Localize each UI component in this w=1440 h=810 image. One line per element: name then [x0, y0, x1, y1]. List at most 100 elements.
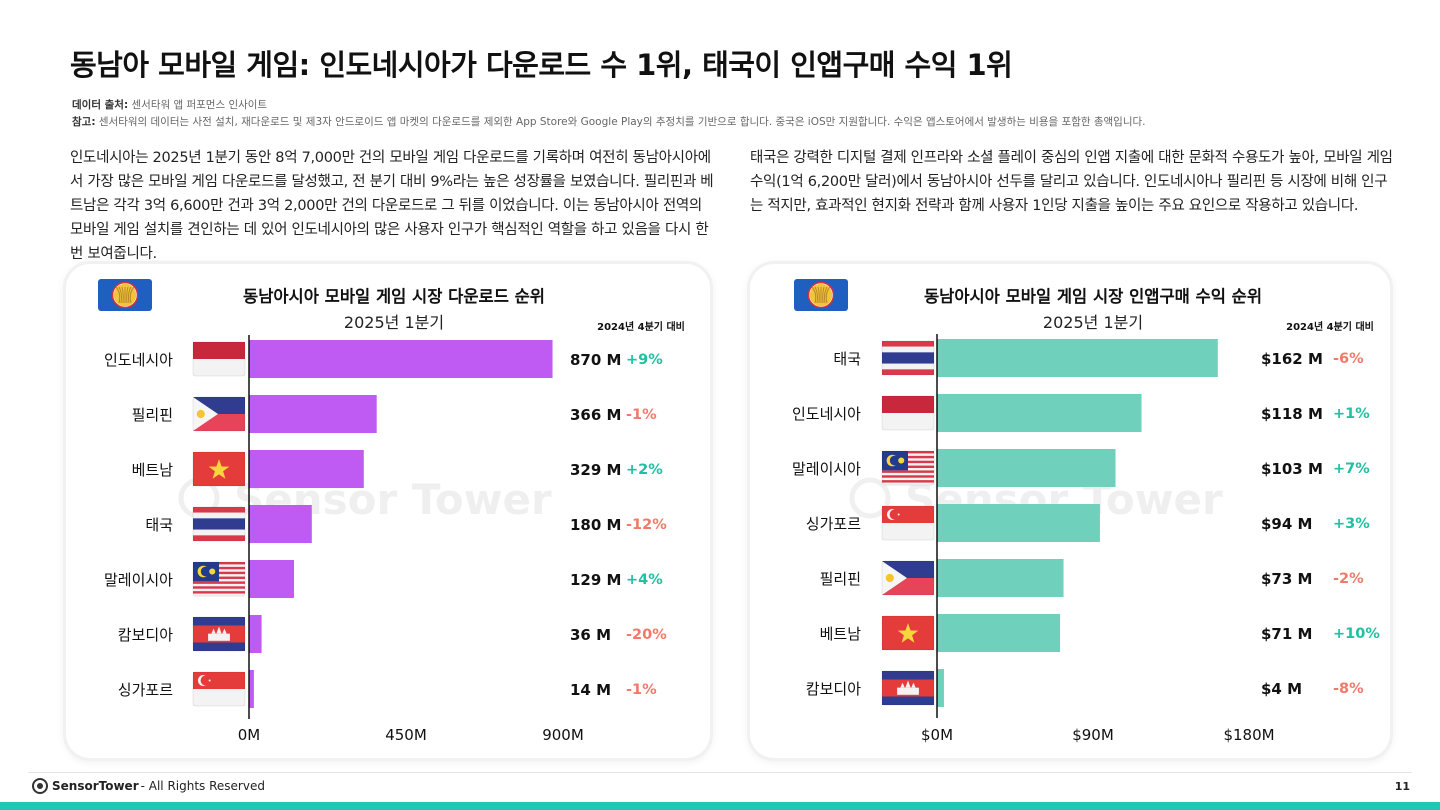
cambodia-flag: [192, 616, 246, 652]
data-note-text: 센서타워의 데이터는 사전 설치, 재다운로드 및 제3자 안드로이드 앱 마켓…: [98, 116, 1146, 128]
chart-group: 동남아시아 모바일 게임 시장 다운로드 순위 2025년 1분기 2024년 4분…: [98, 279, 685, 744]
asean-logo-stalk: [121, 286, 124, 304]
flag-stripe: [193, 588, 245, 592]
value-label: 14 M: [570, 681, 611, 699]
change-label: +2%: [626, 462, 663, 478]
paragraph-revenue: 태국은 강력한 디지털 결제 인프라와 소셜 플레이 중심의 인앱 지출에 대한…: [750, 150, 1393, 214]
category-label: 싱가포르: [118, 681, 173, 699]
flag-border: [192, 506, 246, 542]
change-label: -2%: [1333, 571, 1364, 587]
change-header: 2024년 4분기 대비: [1286, 320, 1374, 333]
indonesia-flag: [192, 341, 246, 377]
flag-border: [192, 396, 246, 432]
flag-red-stripe: [193, 535, 245, 541]
change-label: +9%: [626, 352, 663, 368]
asean-logo-stalk: [126, 286, 129, 304]
philippines-flag: [192, 396, 246, 432]
flag-border: [881, 615, 935, 651]
flag-border: [881, 505, 935, 541]
page-title: 동남아 모바일 게임: 인도네시아가 다운로드 수 1위, 태국이 인앱구매 수…: [70, 48, 1013, 82]
flag-blue-band: [193, 642, 245, 651]
bar: [249, 450, 364, 488]
flag-white-triangle: [193, 397, 218, 431]
flag-temple-tower: [211, 628, 216, 634]
flag-white-band: [193, 689, 245, 706]
chart-title: 동남아시아 모바일 게임 시장 인앱구매 수익 순위: [924, 286, 1262, 306]
flag-border: [881, 670, 935, 706]
data-source-label: 데이터 출처:: [72, 99, 129, 111]
value-label: 329 M: [570, 461, 621, 479]
value-label: 36 M: [570, 626, 611, 644]
category-label: 태국: [833, 350, 861, 368]
thailand-flag: [881, 340, 935, 376]
bar: [249, 505, 312, 543]
flag-temple-base: [897, 687, 919, 695]
value-label: $71 M: [1261, 625, 1312, 643]
value-label: $73 M: [1261, 570, 1312, 588]
chart-title: 동남아시아 모바일 게임 시장 다운로드 순위: [243, 286, 545, 306]
flag-stripe: [882, 482, 934, 486]
chart-subtitle: 2025년 1분기: [1043, 313, 1143, 332]
category-label: 필리핀: [132, 406, 173, 424]
chart-subtitle: 2025년 1분기: [344, 313, 444, 332]
flag-white-stripe: [193, 529, 245, 536]
sensortower-logo-icon: [32, 778, 48, 794]
asean-logo-stalk: [811, 286, 817, 304]
flag-star: [897, 623, 919, 643]
x-tick-label: $0M: [921, 726, 953, 744]
indonesia-flag: [881, 395, 935, 431]
asean-logo-stalk: [128, 286, 132, 304]
flag-star: [209, 568, 216, 575]
flag-temple-tower: [222, 628, 227, 634]
bottom-accent-bar: [0, 802, 1440, 810]
category-label: 베트남: [820, 625, 862, 643]
category-label: 인도네시아: [104, 351, 173, 369]
category-label: 필리핀: [820, 570, 861, 588]
value-label: 129 M: [570, 571, 621, 589]
flag-border: [192, 341, 246, 377]
bar: [249, 340, 553, 378]
asean-logo-stalk: [824, 286, 828, 304]
asean-logo-stalk: [814, 286, 818, 304]
flag-red-band: [882, 396, 934, 413]
singapore-flag: [192, 671, 246, 707]
flag-border: [881, 560, 935, 596]
change-label: -8%: [1333, 681, 1364, 697]
vietnam-flag: [192, 451, 246, 487]
flag-white-stripe: [882, 363, 934, 370]
footer-copyright: SensorTower - All Rights Reserved: [32, 778, 265, 794]
category-label: 인도네시아: [792, 405, 861, 423]
category-label: 캄보디아: [118, 626, 173, 644]
category-label: 태국: [145, 516, 173, 534]
x-tick-label: 0M: [238, 726, 261, 744]
flag-border: [192, 561, 246, 597]
category-label: 말레이시아: [104, 571, 173, 589]
flag-border: [881, 450, 935, 486]
footer-divider: [28, 772, 1412, 773]
change-label: +4%: [626, 572, 663, 588]
change-header: 2024년 4분기 대비: [597, 320, 685, 333]
flag-white-stripe: [193, 512, 245, 519]
flag-stripe: [193, 583, 245, 587]
bar: [937, 449, 1116, 487]
cambodia-flag: [881, 670, 935, 706]
flag-crescent-cut: [889, 455, 900, 466]
flag-red-stripe: [882, 369, 934, 375]
change-label: -6%: [1333, 351, 1364, 367]
asean-logo-icon: [98, 279, 152, 311]
flag-stripe: [193, 593, 245, 597]
flag-stripe: [882, 472, 934, 476]
flag-temple-tower: [905, 680, 911, 688]
value-label: $103 M: [1261, 460, 1323, 478]
asean-logo-ring: [111, 281, 139, 309]
flag-stripe: [882, 480, 934, 483]
footer-brand: SensorTower: [52, 779, 139, 793]
asean-logo-stalk: [822, 286, 825, 304]
flag-border: [192, 451, 246, 487]
flag-red-stripe: [193, 507, 245, 513]
flag-stripe: [882, 477, 934, 481]
flag-star: [208, 679, 211, 682]
value-label: 870 M: [570, 351, 621, 369]
x-tick-label: $90M: [1072, 726, 1114, 744]
x-tick-label: $180M: [1223, 726, 1274, 744]
